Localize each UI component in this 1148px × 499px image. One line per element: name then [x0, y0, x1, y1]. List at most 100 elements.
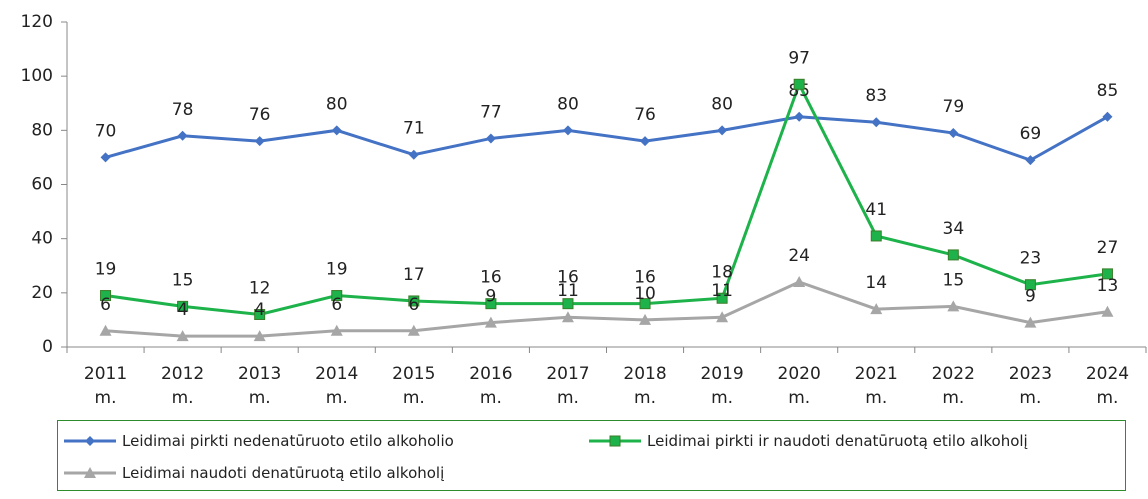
data-label: 19	[95, 260, 117, 280]
x-tick-label: 2014 m.	[315, 364, 359, 408]
legend-label: Leidimai pirkti ir naudoti denatūruotą e…	[647, 432, 1028, 450]
data-label: 76	[249, 105, 271, 125]
marker	[870, 230, 882, 242]
data-label: 24	[788, 246, 810, 266]
data-label: 83	[865, 86, 887, 106]
data-label: 34	[943, 219, 965, 239]
marker	[948, 128, 959, 139]
marker	[177, 300, 189, 312]
data-label: 14	[865, 273, 887, 293]
x-tick-label: 2018 m.	[623, 364, 667, 408]
y-tick-label: 40	[31, 229, 53, 249]
series-line	[105, 80, 1108, 317]
marker	[793, 78, 805, 90]
data-label: 23	[1020, 249, 1042, 269]
data-label: 71	[403, 119, 425, 139]
legend-entry: Leidimai pirkti nedenatūruoto etilo alko…	[62, 425, 587, 457]
data-label: 79	[943, 97, 965, 117]
marker	[639, 298, 651, 310]
legend-label: Leidimai naudoti denatūruotą etilo alkoh…	[122, 464, 445, 482]
data-label: 18	[711, 262, 733, 282]
data-label: 97	[788, 48, 810, 68]
x-tick-label: 2012 m.	[160, 364, 205, 408]
marker	[100, 152, 111, 163]
data-label: 77	[480, 102, 502, 122]
marker	[717, 125, 728, 136]
data-label: 16	[634, 268, 656, 288]
marker	[485, 133, 496, 144]
x-tick-label: 2011 m.	[83, 364, 128, 408]
data-label: 85	[1097, 81, 1119, 101]
marker	[640, 136, 651, 147]
legend-entry: Leidimai pirkti ir naudoti denatūruotą e…	[587, 425, 1112, 457]
x-tick-label: 2024 m.	[1085, 364, 1130, 408]
data-label: 4	[177, 300, 188, 320]
marker	[100, 290, 112, 302]
marker	[1102, 111, 1113, 122]
marker	[870, 303, 883, 315]
data-label: 9	[1025, 287, 1036, 307]
data-label: 16	[557, 268, 579, 288]
marker	[330, 324, 343, 336]
marker	[1025, 155, 1036, 166]
legend: Leidimai pirkti nedenatūruoto etilo alko…	[57, 420, 1126, 491]
data-label: 80	[326, 94, 348, 114]
marker	[947, 300, 960, 312]
x-tick-label: 2023 m.	[1008, 364, 1053, 408]
marker	[562, 298, 574, 310]
data-label: 6	[408, 295, 419, 315]
marker	[609, 435, 621, 447]
y-tick-label: 0	[42, 337, 53, 357]
marker	[407, 324, 420, 336]
marker	[408, 295, 420, 307]
data-label: 11	[557, 281, 579, 301]
marker	[794, 111, 805, 122]
marker	[254, 136, 265, 147]
marker	[561, 311, 574, 323]
x-tick-label: 2013 m.	[238, 364, 282, 408]
marker	[85, 436, 95, 446]
data-label: 9	[485, 287, 496, 307]
data-label: 12	[249, 279, 271, 299]
x-tick-label: 2015 m.	[392, 364, 436, 408]
marker	[99, 324, 112, 336]
data-label: 19	[326, 260, 348, 280]
y-tick-label: 80	[31, 120, 53, 140]
marker	[793, 276, 806, 287]
data-label: 80	[711, 94, 733, 114]
x-tick-label: 2020 m.	[777, 364, 821, 408]
y-tick-label: 120	[21, 12, 53, 32]
legend-entry: Leidimai naudoti denatūruotą etilo alkoh…	[62, 457, 587, 489]
data-label: 69	[1020, 124, 1042, 144]
data-label: 15	[943, 270, 965, 290]
series-line	[105, 115, 1109, 162]
y-tick-label: 20	[31, 283, 53, 303]
marker	[1101, 305, 1114, 317]
data-label: 80	[557, 94, 579, 114]
legend-swatch	[64, 436, 116, 446]
marker	[871, 117, 882, 128]
x-tick-label: 2017 m.	[546, 364, 590, 408]
data-label: 13	[1097, 276, 1119, 296]
data-label: 78	[172, 100, 194, 120]
data-label: 70	[95, 121, 117, 141]
marker	[84, 467, 96, 478]
marker	[254, 309, 266, 320]
marker	[716, 292, 728, 304]
data-label: 10	[634, 284, 656, 304]
y-tick-label: 60	[31, 175, 53, 195]
marker	[1024, 279, 1036, 291]
data-label: 17	[403, 265, 425, 285]
marker	[1024, 316, 1037, 328]
marker	[716, 311, 729, 323]
marker	[331, 125, 342, 136]
data-label: 4	[254, 300, 265, 320]
marker	[562, 125, 573, 136]
x-tick-label: 2016 m.	[469, 364, 513, 408]
legend-swatch	[589, 435, 641, 447]
plot: 0 20 40 60 80 100 120 70 78 76 80 71 77 80 76 80 85 83 79 6…	[21, 12, 1147, 357]
marker	[484, 316, 497, 328]
marker	[176, 330, 189, 342]
x-tick-label: 2022 m.	[931, 364, 975, 408]
